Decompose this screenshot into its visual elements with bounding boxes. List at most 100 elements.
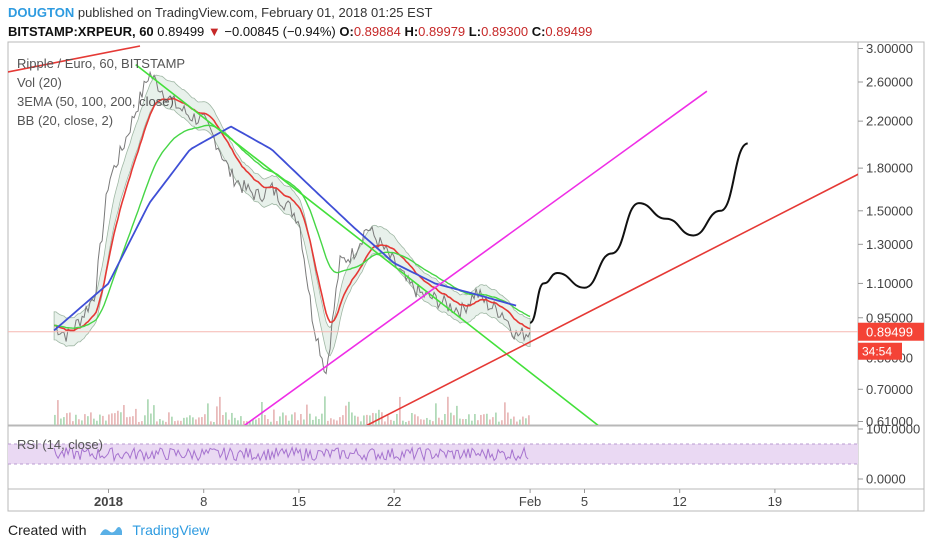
legend-volume[interactable]: Vol (20) (17, 75, 62, 90)
volume-bar (474, 414, 476, 425)
volume-bar (117, 410, 119, 425)
volume-bar (300, 414, 302, 425)
open-value: 0.89884 (353, 24, 401, 39)
volume-bar (315, 416, 317, 425)
volume-bar (492, 417, 494, 425)
volume-bar (63, 417, 65, 425)
rsi-tick-label: 100.0000 (866, 422, 920, 437)
volume-bar (267, 419, 269, 425)
volume-bar (114, 413, 116, 425)
time-tick-label: 19 (768, 494, 782, 509)
price-tick-label: 1.50000 (866, 203, 913, 218)
time-axis[interactable] (7, 488, 859, 512)
price-tick-label: 0.61000 (866, 414, 913, 429)
time-tick-label: Feb (519, 494, 541, 509)
symbol-name: BITSTAMP:XRPEUR, 60 (8, 24, 154, 39)
volume-bar (147, 399, 149, 425)
volume-bar (306, 404, 308, 425)
volume-bar (357, 416, 359, 425)
volume-bar (453, 415, 455, 425)
volume-bar (123, 405, 125, 425)
volume-bar (321, 413, 323, 425)
volume-bar (324, 396, 326, 425)
volume-bar (402, 420, 404, 425)
price-tick-label: 2.60000 (866, 75, 913, 90)
down-arrow-icon: ▼ (207, 24, 221, 39)
volume-bar (219, 396, 221, 425)
volume-bar (108, 414, 110, 425)
rsi-band (8, 444, 858, 464)
volume-bar (297, 420, 299, 425)
published-text: published on TradingView.com, February 0… (77, 5, 433, 20)
volume-bar (366, 414, 368, 425)
price-tick-label: 3.00000 (866, 41, 913, 56)
volume-bar (417, 416, 419, 425)
volume-bar (198, 417, 200, 425)
close-value: 0.89499 (545, 24, 593, 39)
volume-bar (486, 413, 488, 425)
volume-bar (420, 419, 422, 425)
volume-bar (135, 408, 137, 425)
volume-bar (243, 421, 245, 425)
volume-bar (171, 416, 173, 425)
price-ticks: 3.00000 2.60000 2.20000 1.80000 1.50000 1.300… (858, 41, 920, 487)
countdown-badge (858, 342, 902, 360)
legend-ema[interactable]: 3EMA (50, 100, 200, close) (17, 94, 174, 109)
axis-corner (857, 488, 925, 512)
volume-bar (414, 414, 416, 425)
volume-bar (93, 418, 95, 425)
volume-bar (333, 419, 335, 425)
volume-bar (504, 402, 506, 425)
ema-mid-line (54, 124, 531, 329)
author-link[interactable]: DOUGTON (8, 5, 75, 20)
volume-bar (144, 415, 146, 425)
volume-bar (516, 421, 518, 425)
volume-bar (192, 417, 194, 425)
volume-bar (174, 421, 176, 425)
volume-bar (423, 419, 425, 425)
last-price-badge-text: 0.89499 (866, 325, 913, 340)
volume-bar (204, 414, 206, 425)
volume-bar (336, 420, 338, 425)
volume-bar (348, 401, 350, 425)
volume-bar (312, 419, 314, 425)
volume-bar (81, 420, 83, 425)
volume-bar (444, 413, 446, 425)
volume-bar (381, 412, 383, 425)
volume-bar (201, 417, 203, 425)
price-line (54, 70, 531, 375)
volume-bar (66, 413, 68, 425)
volume-bar (489, 419, 491, 425)
legend-bollinger[interactable]: BB (20, close, 2) (17, 113, 114, 128)
price-axis[interactable] (857, 41, 925, 490)
open-label: O: (339, 24, 354, 39)
volume-bar (354, 415, 356, 425)
red-channel-line (366, 173, 858, 425)
volume-bar (393, 420, 395, 425)
volume-bar (525, 418, 527, 425)
volume-bar (450, 412, 452, 425)
volume-bar (207, 403, 209, 425)
volume-bar (96, 420, 98, 425)
volume-bar (477, 420, 479, 425)
volume-bar (153, 405, 155, 425)
volume-bar (75, 414, 77, 425)
volume-bars (54, 396, 530, 425)
volume-bar (342, 415, 344, 425)
volume-bar (234, 417, 236, 425)
volume-bar (447, 396, 449, 425)
volume-bar (513, 416, 515, 425)
volume-bar (162, 420, 164, 425)
volume-bar (132, 416, 134, 425)
magenta-channel-line (244, 90, 708, 425)
tradingview-brand-link[interactable]: TradingView (132, 522, 210, 538)
volume-bar (438, 417, 440, 425)
volume-bar (120, 412, 122, 425)
volume-bar (471, 420, 473, 425)
legend-title: Ripple / Euro, 60, BITSTAMP (17, 56, 186, 71)
countdown-badge-text: 34:54 (862, 345, 892, 359)
volume-bar (210, 421, 212, 425)
legend-rsi[interactable]: RSI (14, close) (17, 437, 103, 452)
